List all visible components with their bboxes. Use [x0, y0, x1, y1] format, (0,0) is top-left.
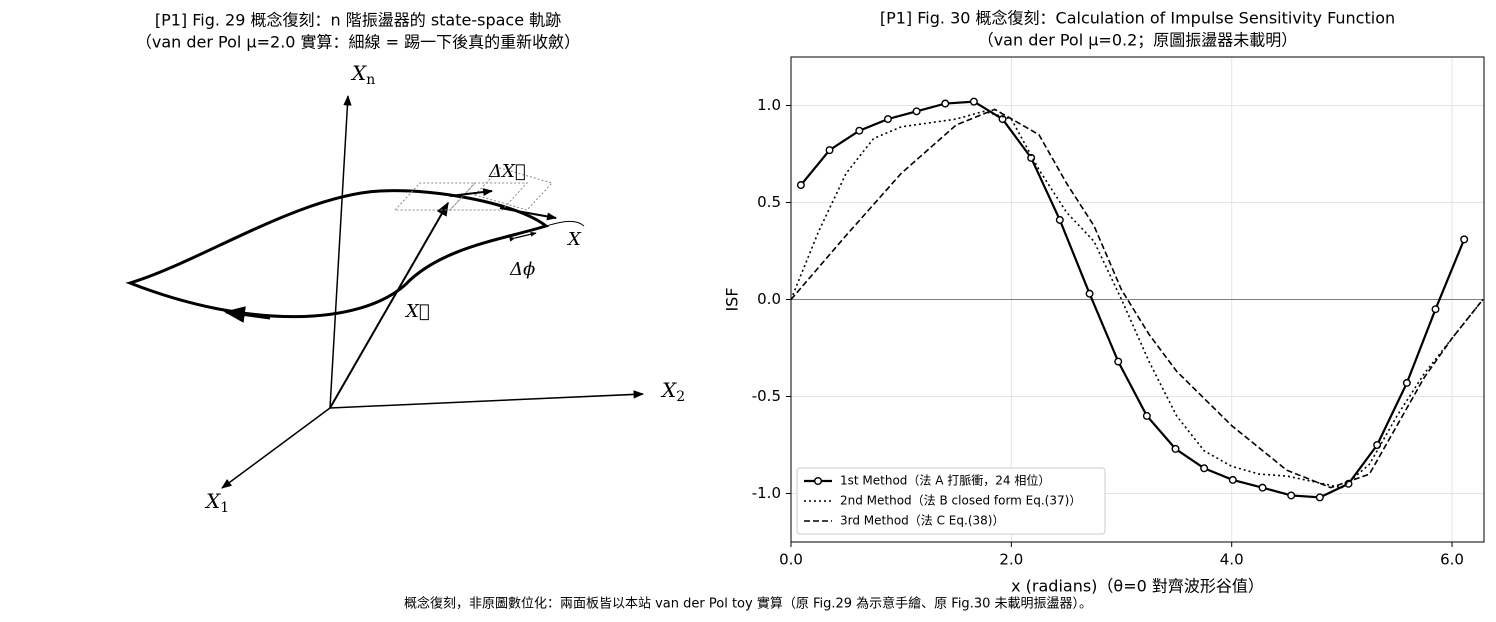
chart-title: [P1] Fig. 30 概念復刻：Calculation of Impulse…	[880, 9, 1395, 28]
axis-label-main: X	[660, 378, 677, 402]
series-line	[791, 108, 1484, 489]
axis-arrow	[221, 407, 331, 489]
perturbed-path	[545, 220, 585, 227]
data-point	[1055, 215, 1064, 224]
axis-label-sub: 2	[676, 389, 685, 405]
data-point	[969, 97, 978, 106]
tangent-planes	[393, 167, 553, 211]
y-tick-label: 0.0	[757, 290, 781, 308]
data-point	[1287, 491, 1296, 500]
series-line	[791, 110, 1484, 489]
delta-arrow	[449, 188, 493, 197]
data-point	[855, 126, 864, 135]
x-tick-label: 2.0	[999, 551, 1023, 569]
annotation: X⃗	[404, 301, 430, 322]
legend-label: 1st Method（法 A 打脈衝，24 相位）	[840, 473, 1050, 488]
data-point	[912, 107, 921, 116]
legend-label: 2nd Method（法 B closed form Eq.(37)）	[840, 494, 1081, 508]
data-point	[1200, 464, 1209, 473]
footer: 概念復刻，非原圖數位化：兩面板皆以本站 van der Pol toy 實算（原…	[404, 596, 1092, 612]
chart-subtitle: （van der Pol μ=2.0 實算：細線 = 踢一下後真的重新收斂）	[136, 33, 580, 52]
annotation: X	[566, 229, 582, 250]
data-point	[1142, 411, 1151, 420]
y-tick-label: 1.0	[757, 96, 781, 114]
state-vector	[329, 201, 449, 409]
data-point	[1431, 305, 1440, 314]
state-space-diagram	[125, 94, 645, 489]
y-tick-label: -1.0	[752, 484, 781, 502]
annotation: Δϕ	[509, 259, 535, 280]
axis-label-sub: n	[366, 72, 375, 88]
y-tick-label: 0.5	[757, 193, 781, 211]
x-tick-label: 0.0	[779, 551, 803, 569]
data-point	[1460, 235, 1469, 244]
axis-label-main: X	[204, 489, 221, 513]
x-tick-label: 4.0	[1220, 551, 1244, 569]
axis-arrow	[329, 94, 352, 409]
legend-label: 3rd Method（法 C Eq.(38)）	[840, 514, 1004, 528]
data-point	[796, 181, 805, 190]
x-axis-label: x (radians)（θ=0 對齊波形谷值）	[1011, 577, 1264, 596]
data-point	[1114, 357, 1123, 366]
axis-label: X1	[204, 489, 229, 517]
data-point	[1228, 475, 1237, 484]
delta-arrow	[499, 207, 557, 221]
axis-label-main: X	[350, 61, 367, 85]
limit-cycle	[125, 189, 550, 319]
legend-marker	[814, 477, 823, 486]
phase-arrow	[509, 231, 537, 242]
axis-label: Xn	[350, 61, 375, 89]
axis-label-sub: 1	[220, 500, 229, 516]
data-point	[1402, 378, 1411, 387]
chart-title: [P1] Fig. 29 概念復刻：n 階振盪器的 state-space 軌跡	[155, 11, 561, 30]
data-point	[825, 146, 834, 155]
chart-subtitle: （van der Pol μ=0.2；原圖振盪器未載明）	[978, 31, 1298, 50]
annotation: ΔX⃗	[488, 161, 526, 182]
legend-box	[796, 467, 1106, 535]
data-point	[1258, 483, 1267, 492]
flow-arrow	[223, 306, 271, 323]
axis-label: X2	[660, 378, 685, 406]
x-tick-label: 6.0	[1440, 551, 1464, 569]
y-axis-label: ISF	[723, 287, 742, 311]
axis-arrow	[329, 390, 645, 409]
y-tick-label: -0.5	[752, 387, 781, 405]
data-point	[1085, 289, 1094, 298]
data-point	[941, 99, 950, 108]
data-point	[883, 115, 892, 124]
data-point	[1171, 444, 1180, 453]
data-point	[1315, 493, 1324, 502]
